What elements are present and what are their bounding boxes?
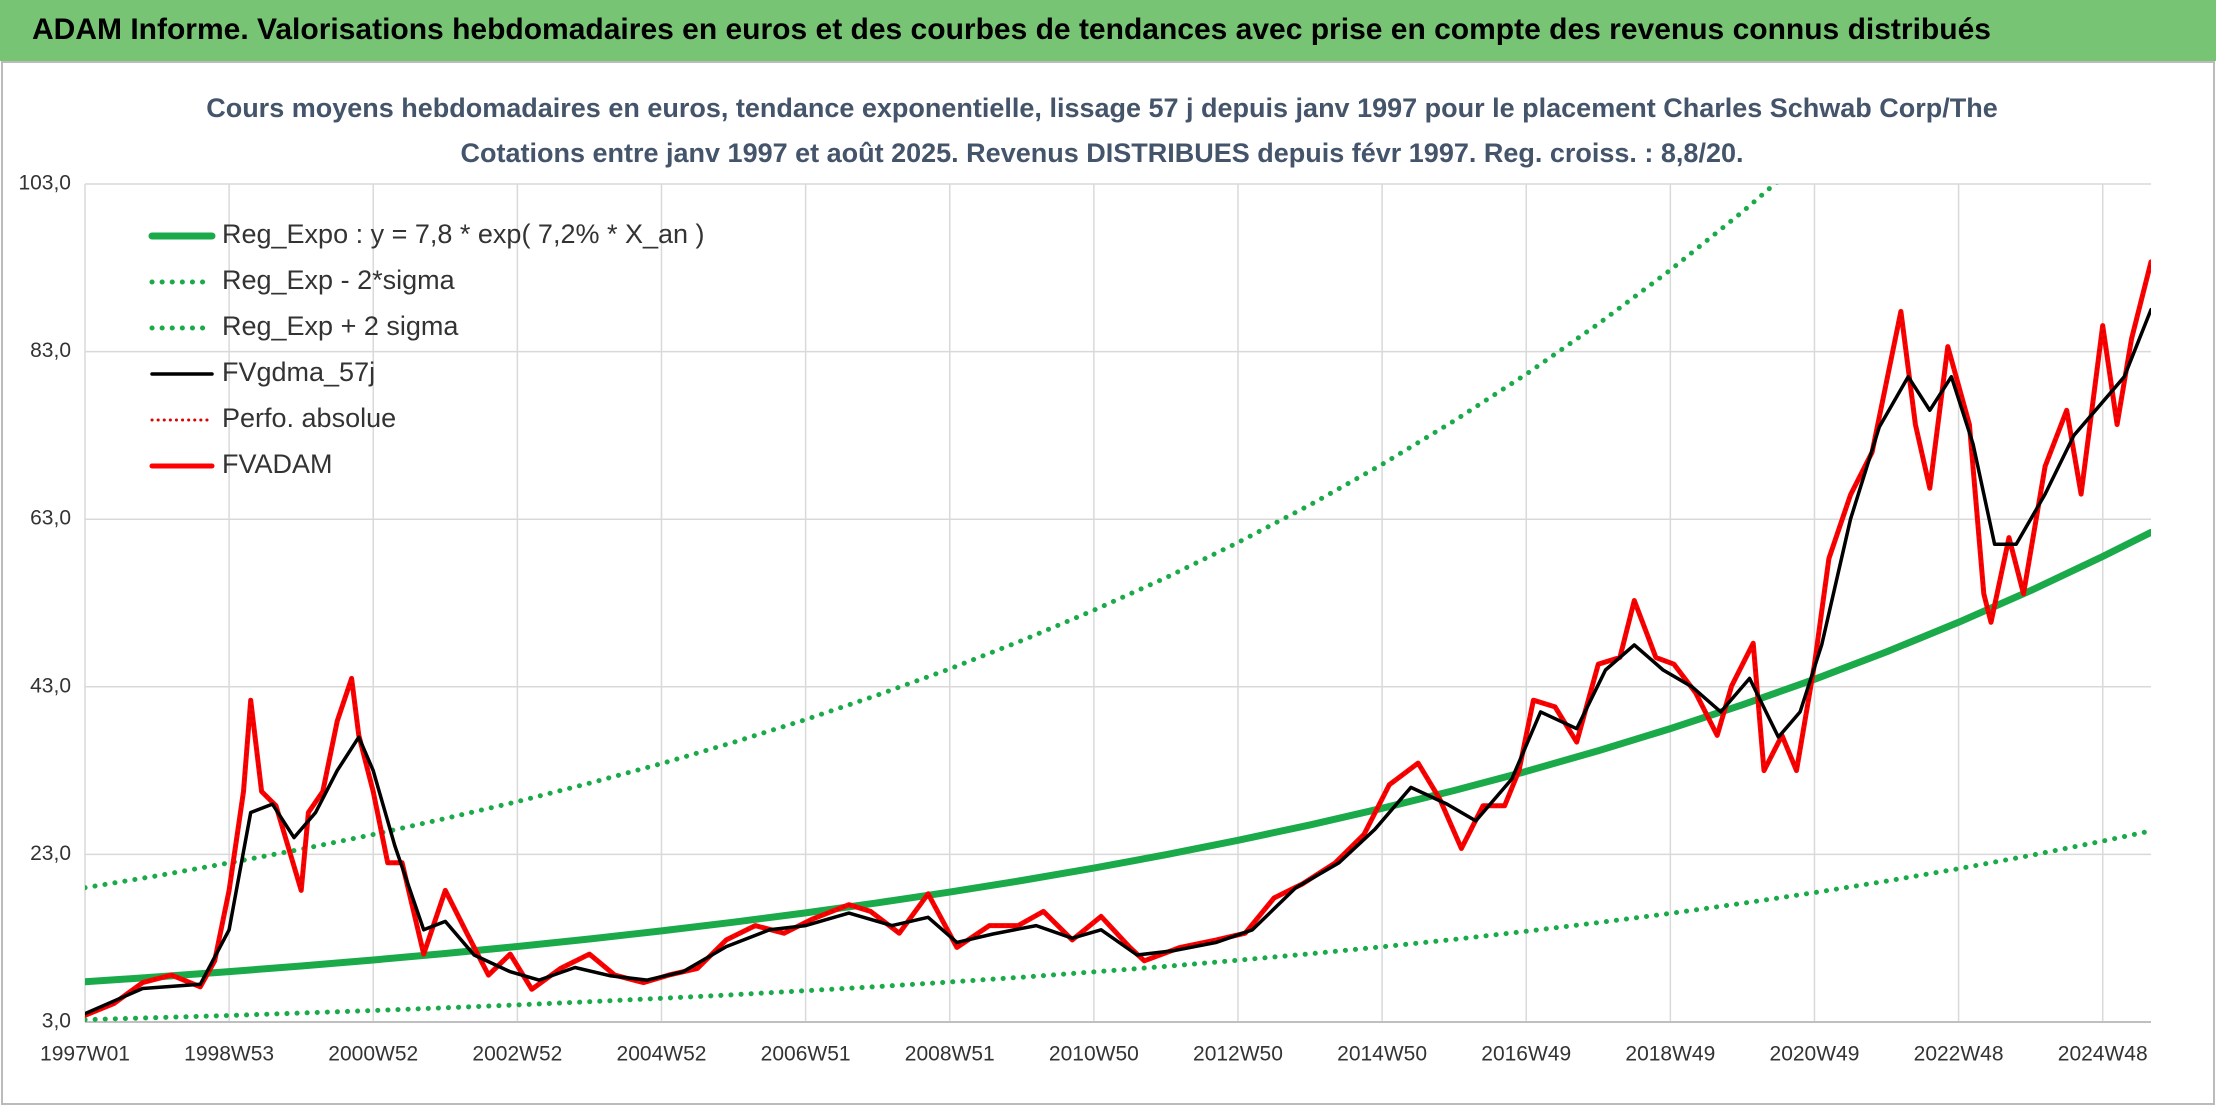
x-tick-label: 2022W48 — [1914, 1043, 2004, 1066]
y-tick-label: 83,0 — [30, 339, 71, 362]
x-tick-label: 2018W49 — [1625, 1043, 1715, 1066]
x-tick-label: 2006W51 — [761, 1043, 851, 1066]
x-tick-label: 2004W52 — [617, 1043, 707, 1066]
x-tick-label: 2016W49 — [1481, 1043, 1571, 1066]
series-line — [85, 828, 2151, 1022]
series-line — [85, 528, 2151, 986]
y-tick-label: 23,0 — [30, 842, 71, 865]
x-tick-label: 2020W49 — [1770, 1043, 1860, 1066]
series-line — [85, 307, 2151, 1016]
legend-label: Perfo. absolue — [222, 403, 396, 433]
chart-panel — [1, 61, 2215, 1105]
legend-label: Reg_Exp - 2*sigma — [222, 265, 456, 295]
chart-title: Cours moyens hebdomadaires en euros, ten… — [206, 93, 1998, 123]
y-tick-label: 63,0 — [30, 507, 71, 530]
legend-label: FVgdma_57j — [222, 357, 375, 387]
x-tick-label: 2010W50 — [1049, 1043, 1139, 1066]
chart-subtitle: Cotations entre janv 1997 et août 2025. … — [461, 138, 1744, 168]
y-tick-label: 43,0 — [30, 674, 71, 697]
x-tick-label: 2002W52 — [472, 1043, 562, 1066]
x-tick-label: 1997W01 — [40, 1043, 130, 1066]
x-tick-label: 2008W51 — [905, 1043, 995, 1066]
header-bar — [0, 0, 2216, 61]
x-tick-label: 2000W52 — [328, 1043, 418, 1066]
series-line — [85, 184, 1779, 891]
legend-label: FVADAM — [222, 449, 333, 479]
y-tick-label: 103,0 — [18, 172, 71, 195]
x-tick-label: 1998W53 — [184, 1043, 274, 1066]
x-tick-label: 2014W50 — [1337, 1043, 1427, 1066]
legend-label: Reg_Expo : y = 7,8 * exp( 7,2% * X_an ) — [222, 219, 705, 249]
x-tick-label: 2024W48 — [2058, 1043, 2148, 1066]
x-tick-label: 2012W50 — [1193, 1043, 1283, 1066]
legend-label: Reg_Exp + 2 sigma — [222, 311, 459, 341]
y-tick-label: 3,0 — [42, 1010, 71, 1033]
header-title: ADAM Informe. Valorisations hebdomadaire… — [32, 13, 1991, 46]
